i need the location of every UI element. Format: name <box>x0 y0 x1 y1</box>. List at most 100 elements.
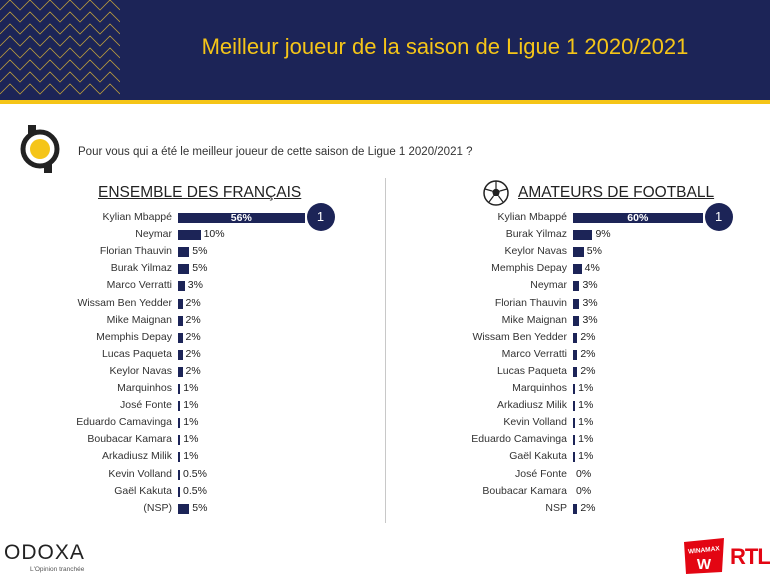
category-label: Kevin Volland <box>503 416 567 429</box>
page-title: Meilleur joueur de la saison de Ligue 1 … <box>201 34 689 59</box>
value-label: 5% <box>586 245 602 258</box>
rank-badge: 1 <box>704 203 733 231</box>
value-label: 2% <box>185 313 201 326</box>
bar <box>178 435 181 446</box>
value-label: 2% <box>185 347 201 360</box>
bar <box>178 418 181 429</box>
category-label: Arkadiusz Milik <box>496 399 567 412</box>
bar <box>178 366 183 377</box>
bar <box>573 213 703 223</box>
bar <box>178 230 201 241</box>
value-label: 5% <box>192 245 208 258</box>
odoxa-tagline: L'Opinion tranchée <box>30 566 85 573</box>
bar <box>573 230 593 241</box>
bar <box>573 281 580 292</box>
bar <box>178 298 183 309</box>
category-label: Memphis Depay <box>491 262 567 275</box>
value-label: 1% <box>578 416 594 429</box>
bar <box>178 332 183 343</box>
category-label: Kylian Mbappé <box>497 211 567 223</box>
category-label: Marco Verratti <box>106 279 172 292</box>
category-label: Keylor Navas <box>504 245 567 258</box>
bar <box>178 264 190 275</box>
category-label: Marco Verratti <box>501 347 567 360</box>
value-label: 1% <box>183 382 199 394</box>
bar <box>573 349 578 360</box>
bar <box>178 452 181 463</box>
category-label: Marquinhos <box>512 382 567 394</box>
bar <box>573 384 576 394</box>
header-banner: Meilleur joueur de la saison de Ligue 1 … <box>0 0 770 100</box>
bar <box>178 281 185 292</box>
right-bar-chart: Kylian Mbappé 60% 1 Burak Yilmaz 9% Keylor Na… <box>390 203 765 522</box>
svg-text:WINAMAX: WINAMAX <box>688 545 721 555</box>
value-label: 3% <box>582 279 598 292</box>
category-label: Mike Maignan <box>106 313 172 326</box>
category-label: Burak Yilmaz <box>505 228 567 241</box>
chevron-pattern-decoration <box>0 0 120 95</box>
bar <box>573 332 578 343</box>
category-label: Kylian Mbappé <box>102 211 172 223</box>
svg-text:W: W <box>697 556 712 573</box>
category-label: Eduardo Camavinga <box>76 416 172 429</box>
bar <box>573 452 576 463</box>
winamax-logo: WINAMAX W <box>684 538 724 574</box>
value-label: 9% <box>595 228 611 241</box>
bar <box>573 264 582 275</box>
category-label: Lucas Paqueta <box>496 364 567 377</box>
category-label: Lucas Paqueta <box>101 347 172 360</box>
rtl-logo: RTL <box>730 544 770 569</box>
category-label: Boubacar Kamara <box>482 484 567 497</box>
left-bar-chart: Kylian Mbappé 56% 1 Neymar 10% Florian Thauvi… <box>10 203 380 522</box>
bar <box>573 503 578 514</box>
value-label: 1% <box>578 399 594 412</box>
category-label: Florian Thauvin <box>494 296 567 309</box>
category-label: Boubacar Kamara <box>87 433 172 446</box>
value-label: 2% <box>580 364 596 377</box>
category-label: Memphis Depay <box>96 330 172 343</box>
football-icon <box>483 180 509 206</box>
category-label: Eduardo Camavinga <box>471 433 567 446</box>
value-label: 4% <box>584 262 600 275</box>
category-label: José Fonte <box>515 467 567 480</box>
value-label: 2% <box>185 364 201 377</box>
bar <box>178 213 305 223</box>
category-label: Arkadiusz Milik <box>101 450 172 463</box>
bar <box>178 401 181 412</box>
right-chart-title: AMATEURS DE FOOTBALL <box>518 184 715 201</box>
bar <box>178 503 190 514</box>
value-label: 0.5% <box>183 484 207 497</box>
category-label: Florian Thauvin <box>99 245 172 258</box>
value-label: 5% <box>192 501 208 514</box>
header-accent-line <box>0 100 770 104</box>
value-label: 3% <box>187 279 203 292</box>
value-label: 5% <box>192 262 208 275</box>
category-label: Kevin Volland <box>108 467 172 480</box>
bar <box>178 247 190 258</box>
category-label: Burak Yilmaz <box>110 262 172 275</box>
category-label: NSP <box>545 501 567 514</box>
category-label: Gaël Kakuta <box>509 450 567 463</box>
value-label: 2% <box>580 347 596 360</box>
value-label: 3% <box>582 313 598 326</box>
bar <box>573 247 584 258</box>
bar <box>573 435 576 446</box>
bar <box>573 401 576 412</box>
value-label: 1% <box>578 450 594 463</box>
bar <box>573 418 576 429</box>
rank-badge: 1 <box>306 203 335 231</box>
value-label: 3% <box>582 296 598 309</box>
left-chart-title: ENSEMBLE DES FRANÇAIS <box>98 184 302 201</box>
value-label: 1% <box>578 433 594 446</box>
value-label: 1% <box>183 450 199 463</box>
value-label: 56% <box>230 211 252 224</box>
odoxa-coin-icon <box>20 125 60 173</box>
survey-question: Pour vous qui a été le meilleur joueur d… <box>78 146 473 158</box>
bar <box>178 349 183 360</box>
category-label: Keylor Navas <box>109 364 172 377</box>
bar <box>573 366 578 377</box>
value-label: 2% <box>185 330 201 343</box>
category-label: Wissam Ben Yedder <box>77 296 172 309</box>
bar <box>178 469 180 480</box>
value-label: 2% <box>185 296 201 309</box>
